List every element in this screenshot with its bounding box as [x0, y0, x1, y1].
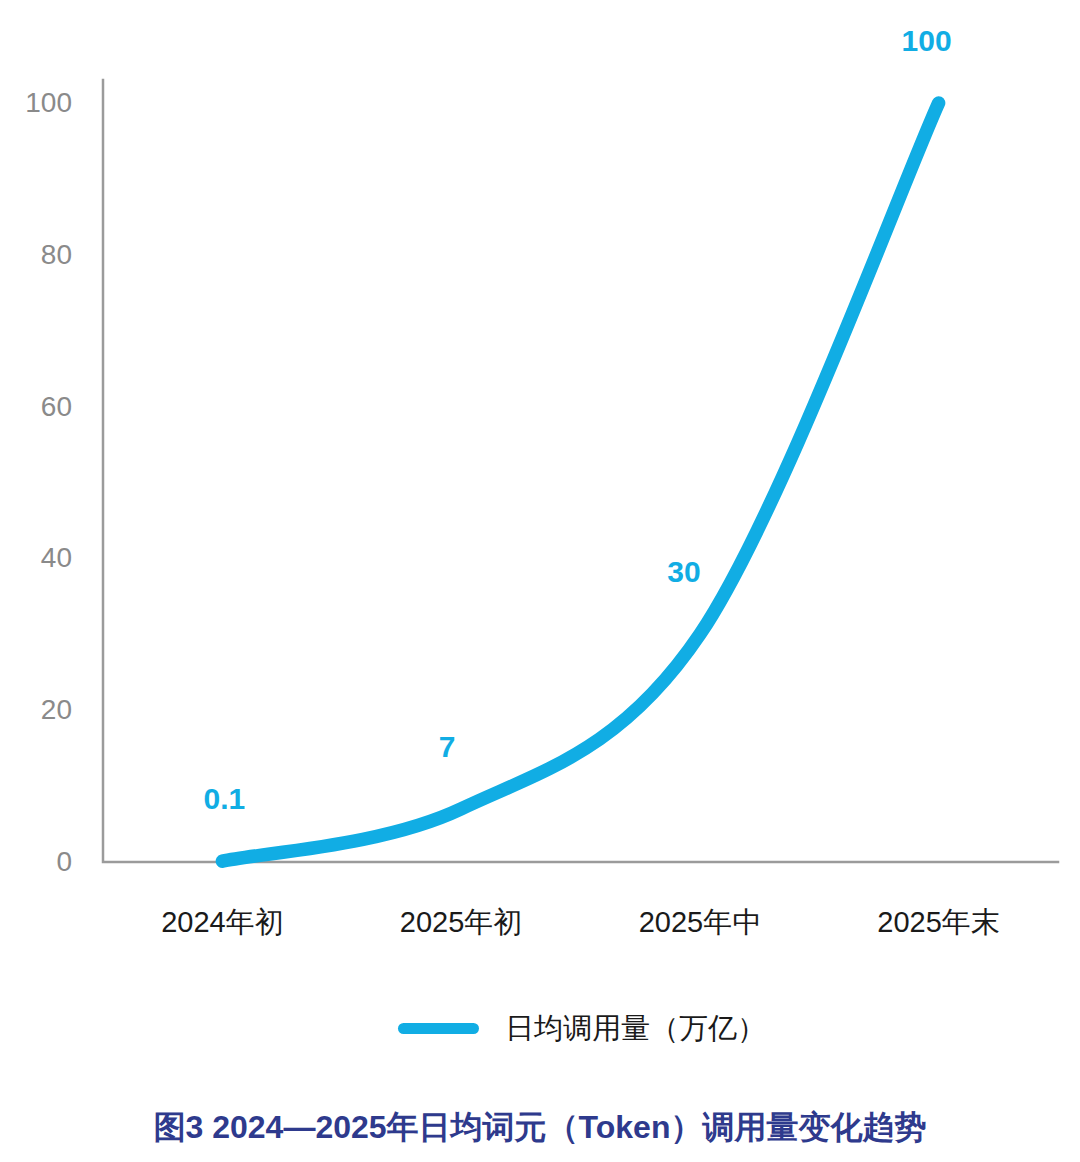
legend: 日均调用量（万亿）	[42, 1008, 1080, 1049]
data-label: 100	[902, 26, 952, 56]
y-tick-label: 40	[0, 544, 72, 572]
figure-canvas: 0 20 40 60 80 100 2024年初 2025年初 2025年中 2025年末 0.…	[0, 0, 1080, 1162]
figure-caption: 图3 2024—2025年日均词元（Token）调用量变化趋势	[0, 1108, 1080, 1146]
y-tick-label: 100	[0, 89, 72, 117]
data-label: 30	[667, 557, 700, 587]
data-label: 0.1	[204, 784, 246, 814]
x-tick-label: 2024年初	[161, 908, 284, 937]
x-tick-label: 2025年中	[639, 908, 762, 937]
y-tick-label: 20	[0, 696, 72, 724]
y-tick-label: 80	[0, 241, 72, 269]
x-tick-label: 2025年初	[400, 908, 523, 937]
legend-line-swatch	[398, 1023, 479, 1034]
legend-series-label: 日均调用量（万亿）	[505, 1008, 766, 1049]
x-tick-label: 2025年末	[877, 908, 1000, 937]
trend-line	[222, 103, 938, 861]
line-chart	[0, 0, 1080, 990]
y-tick-label: 60	[0, 393, 72, 421]
y-tick-label: 0	[0, 848, 72, 876]
data-label: 7	[439, 732, 456, 762]
